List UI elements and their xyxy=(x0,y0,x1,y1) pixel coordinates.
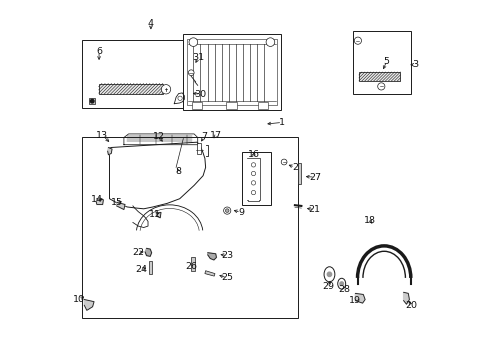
Bar xyxy=(241,152,270,205)
Text: 29: 29 xyxy=(322,282,333,291)
Bar xyxy=(89,98,95,104)
Text: 7: 7 xyxy=(201,132,207,141)
Bar xyxy=(191,257,194,271)
Text: 4: 4 xyxy=(147,19,154,28)
Polygon shape xyxy=(156,212,161,218)
Text: 14: 14 xyxy=(91,194,102,203)
Circle shape xyxy=(161,85,170,94)
Circle shape xyxy=(354,37,361,44)
Text: 28: 28 xyxy=(338,285,350,294)
Text: 8: 8 xyxy=(175,167,181,176)
Text: 15: 15 xyxy=(110,198,122,207)
Text: 17: 17 xyxy=(210,131,222,140)
Text: 11: 11 xyxy=(149,210,161,219)
Circle shape xyxy=(265,38,274,46)
Circle shape xyxy=(251,163,255,167)
Text: 10: 10 xyxy=(73,295,85,304)
Circle shape xyxy=(251,171,255,176)
Bar xyxy=(197,143,201,154)
Polygon shape xyxy=(403,292,408,304)
Bar xyxy=(192,102,202,109)
Circle shape xyxy=(281,159,286,165)
Text: 31: 31 xyxy=(192,53,204,62)
Text: 3: 3 xyxy=(411,60,418,69)
Circle shape xyxy=(189,38,197,46)
Bar xyxy=(148,261,152,274)
Polygon shape xyxy=(84,300,94,310)
Bar xyxy=(258,102,268,109)
Text: 16: 16 xyxy=(248,150,260,158)
Text: 25: 25 xyxy=(221,274,233,282)
Ellipse shape xyxy=(324,267,334,282)
Circle shape xyxy=(223,207,230,214)
Bar xyxy=(81,137,297,318)
Text: 6: 6 xyxy=(96,46,102,55)
Text: 19: 19 xyxy=(348,296,361,305)
Circle shape xyxy=(225,209,228,212)
Circle shape xyxy=(251,190,255,195)
Polygon shape xyxy=(207,253,216,260)
Circle shape xyxy=(188,70,194,76)
Bar xyxy=(183,34,280,110)
Bar xyxy=(226,102,236,109)
Bar xyxy=(99,84,163,94)
Circle shape xyxy=(251,181,255,185)
Circle shape xyxy=(377,83,384,90)
Polygon shape xyxy=(355,293,365,303)
Bar xyxy=(186,39,276,105)
Circle shape xyxy=(178,96,182,100)
Text: 24: 24 xyxy=(135,265,147,274)
Polygon shape xyxy=(145,248,151,256)
Ellipse shape xyxy=(337,278,345,289)
Text: 5: 5 xyxy=(383,57,389,66)
Text: 2: 2 xyxy=(291,163,297,172)
Circle shape xyxy=(90,99,94,103)
Bar xyxy=(358,72,400,81)
Bar xyxy=(82,40,182,108)
Text: 9: 9 xyxy=(238,208,244,217)
Text: 22: 22 xyxy=(132,248,144,257)
Polygon shape xyxy=(117,202,125,210)
Polygon shape xyxy=(107,148,112,155)
Text: 13: 13 xyxy=(96,130,108,139)
Circle shape xyxy=(339,282,343,285)
Text: 26: 26 xyxy=(185,262,197,271)
Bar xyxy=(352,31,410,94)
Circle shape xyxy=(326,272,331,276)
Polygon shape xyxy=(96,199,103,204)
Text: 30: 30 xyxy=(194,90,206,99)
Bar xyxy=(297,163,301,184)
Text: 27: 27 xyxy=(308,173,321,181)
Polygon shape xyxy=(204,271,215,276)
Text: 1: 1 xyxy=(279,118,285,127)
Text: 23: 23 xyxy=(221,251,233,260)
Text: 20: 20 xyxy=(405,301,416,310)
Text: 21: 21 xyxy=(308,205,320,214)
Text: 18: 18 xyxy=(363,216,375,225)
Text: 12: 12 xyxy=(153,132,164,141)
